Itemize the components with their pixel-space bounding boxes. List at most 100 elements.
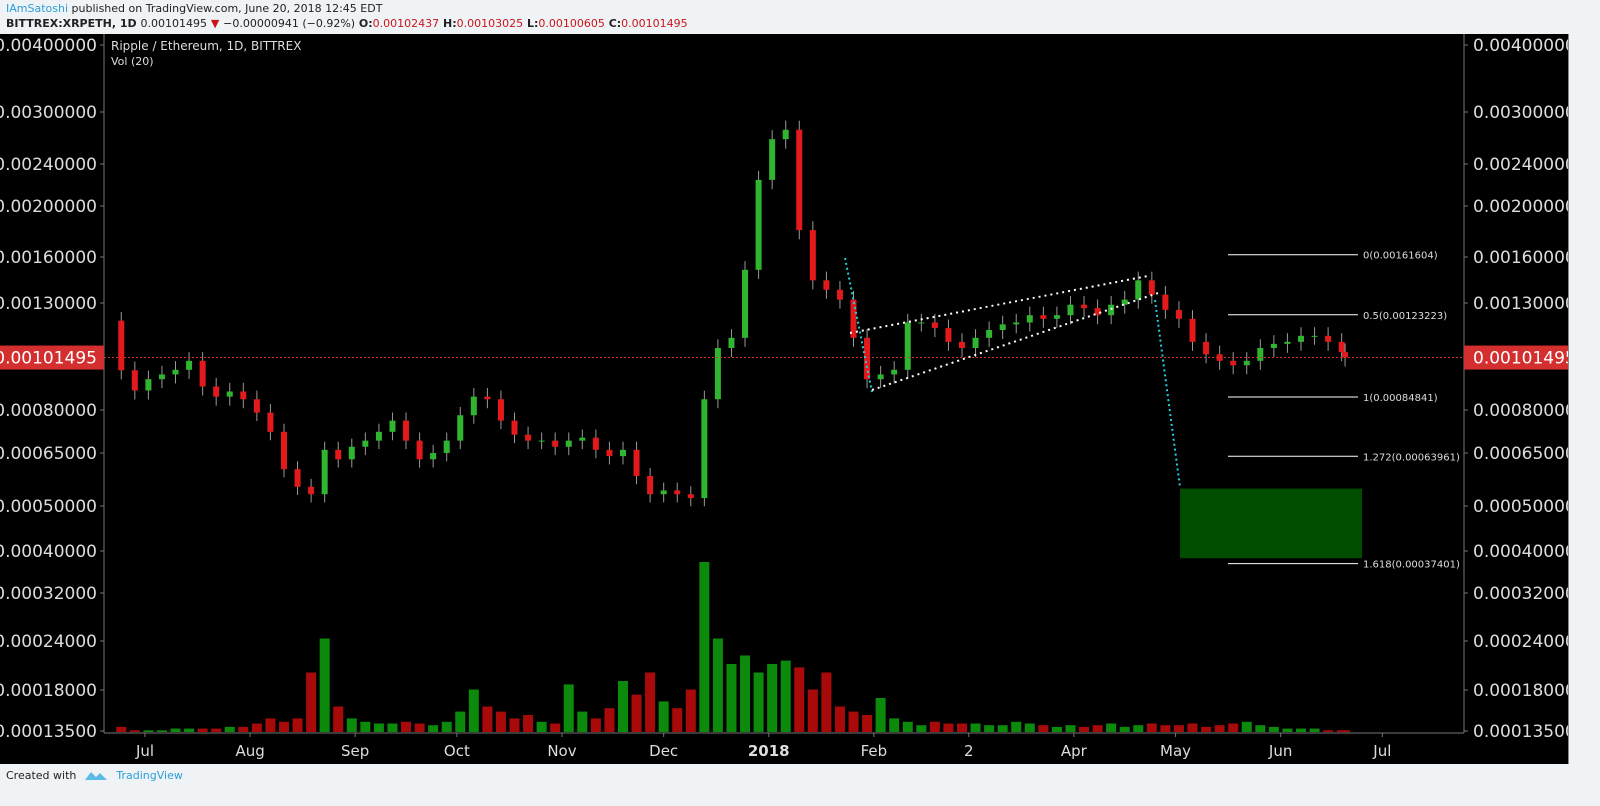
volume-bar [1268,726,1279,732]
volume-bar [1092,725,1103,732]
candle-body [1311,335,1318,337]
volume-bar [767,664,778,732]
candle-body [1270,343,1277,348]
candle-body [958,341,965,348]
time-tick-label: May [1160,742,1191,760]
volume-legend: Vol (20) [111,55,154,68]
price-tick-right: 0.00200000 [1473,197,1568,217]
high-value: 0.00103025 [456,17,524,30]
volume-bar [712,638,723,732]
price-tick-left: 0.00013500 [0,722,97,742]
volume-bar [794,667,805,732]
price-tick-left: 0.00050000 [0,497,97,517]
volume-bar [116,726,127,732]
volume-bar [889,718,900,732]
candle-body [918,322,925,324]
candle-body [430,453,437,460]
fib-level-label: 0(0.00161604) [1363,251,1438,262]
volume-bar [414,723,425,732]
volume-bar [929,721,940,732]
volume-bar [211,728,222,732]
volume-bar [1038,725,1049,732]
candle-body [497,399,504,421]
candle-body [1243,360,1250,366]
candle-body [389,420,396,432]
volume-bar [984,725,995,732]
price-tick-left: 0.00032000 [0,584,97,604]
candle-body [457,415,464,441]
volume-bar [848,711,859,732]
volume-bar [1146,723,1157,732]
candle-body [240,391,247,400]
volume-bar [184,728,195,732]
volume-bar [1228,723,1239,732]
candle-body [416,440,423,460]
candle-body [538,440,545,442]
candle-body [308,486,315,495]
time-tick-label: Feb [861,742,888,760]
candle-body [186,360,193,370]
volume-bar [292,718,303,732]
volume-bar [590,718,601,732]
candle-body [986,330,993,338]
time-tick-label: Jul [1372,742,1391,760]
volume-bar [997,725,1008,732]
volume-bar [563,684,574,732]
volume-bar [1119,726,1130,732]
volume-bar [1160,725,1171,732]
tradingview-link[interactable]: TradingView [116,768,183,782]
price-tick-right: 0.00032000 [1473,584,1568,604]
candle-body [823,280,830,290]
volume-bar [1133,725,1144,732]
last-price: 0.00101495 [140,17,207,30]
candle-body [714,347,721,400]
candle-body [226,391,233,397]
price-tick-left: 0.00400000 [0,36,97,56]
low-label: L: [526,17,539,30]
fib-level-label: 0.5(0.00123223) [1363,311,1447,322]
candle-body [335,449,342,460]
volume-bar [1065,725,1076,732]
candle-body [904,322,911,370]
down-arrow-icon: ▼ [210,17,220,30]
price-tick-right: 0.00065000 [1473,444,1568,464]
time-tick-label: Jul [135,742,154,760]
volume-bar [1241,721,1252,732]
candle-body [633,449,640,477]
candle-body [118,320,125,371]
dotted-trend-line [844,257,873,393]
low-value: 0.00100605 [538,17,605,30]
chart-panel[interactable]: 0.00400000 0.00400000 0.00300000 0.00300000… [0,34,1569,764]
candle-body [592,437,599,450]
time-tick-label: 2 [964,742,974,760]
volume-bar [455,711,466,732]
volume-bar [333,706,344,732]
volume-bar [1173,725,1184,732]
candle-body [1135,280,1142,300]
symbol: BITTREX:XRPETH, 1D [6,17,137,30]
time-tick-label: 2018 [748,742,790,760]
price-tick-left: 0.00200000 [0,197,97,217]
volume-bar [1024,723,1035,732]
author-link[interactable]: IAmSatoshi [6,2,69,15]
candle-body [267,412,274,432]
volume-bar [1214,725,1225,732]
volume-bar [373,723,384,732]
candle-body [701,399,708,499]
volume-bar [550,723,561,732]
candle-body [1094,308,1101,316]
time-tick-label: Aug [235,742,264,760]
candle-body [470,396,477,416]
volume-bar [1187,723,1198,732]
fib-level-label: 1.618(0.00037401) [1363,560,1460,571]
volume-bar [604,708,615,732]
candle-body [606,449,613,457]
candle-body [674,490,681,495]
publish-info: IAmSatoshi published on TradingView.com,… [6,2,382,15]
price-tick-right: 0.00013500 [1473,722,1568,742]
candle-body [1053,315,1060,319]
volume-bar [834,706,845,732]
volume-bar [1295,728,1306,732]
price-chart[interactable]: 0.00400000 0.00400000 0.00300000 0.00300000… [0,34,1568,764]
price-tick-right: 0.00130000 [1473,294,1568,314]
